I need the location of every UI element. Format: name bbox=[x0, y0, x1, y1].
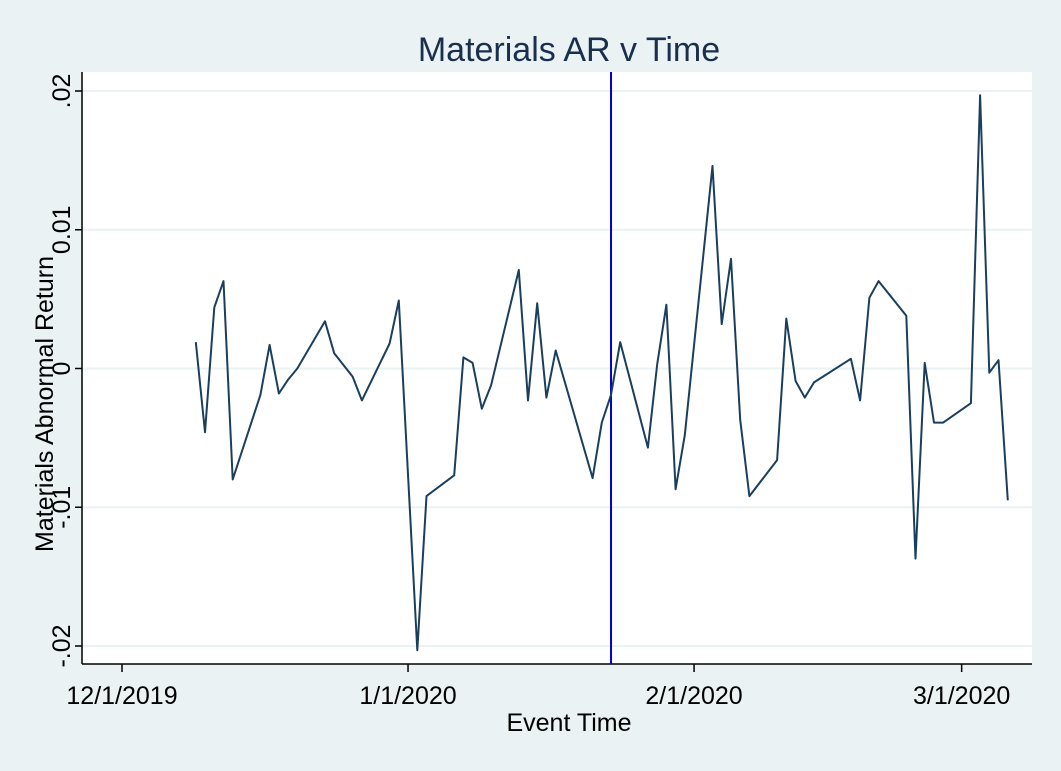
y-tick-label: 0.01 bbox=[48, 205, 76, 254]
chart-title: Materials AR v Time bbox=[418, 31, 720, 69]
y-axis-label: Materials Abnormal Return bbox=[31, 256, 59, 552]
ticks: -.02 -.01 0 0.01 .02 12/1/2019 1/1/2020 2/1/202… bbox=[48, 74, 1010, 710]
series-line bbox=[194, 94, 1009, 652]
x-tick-label: 2/1/2020 bbox=[645, 682, 742, 710]
y-tick-label: .02 bbox=[48, 74, 76, 109]
series bbox=[194, 94, 1009, 652]
x-tick-label: 12/1/2019 bbox=[66, 682, 177, 710]
y-tick-label: 0 bbox=[48, 362, 76, 376]
grid bbox=[82, 90, 1032, 647]
y-tick-label: -.01 bbox=[48, 486, 76, 529]
x-tick-label: 3/1/2020 bbox=[913, 682, 1010, 710]
x-tick-label: 1/1/2020 bbox=[359, 682, 456, 710]
y-tick-label: -.02 bbox=[48, 624, 76, 667]
x-axis-label: Event Time bbox=[506, 709, 631, 737]
